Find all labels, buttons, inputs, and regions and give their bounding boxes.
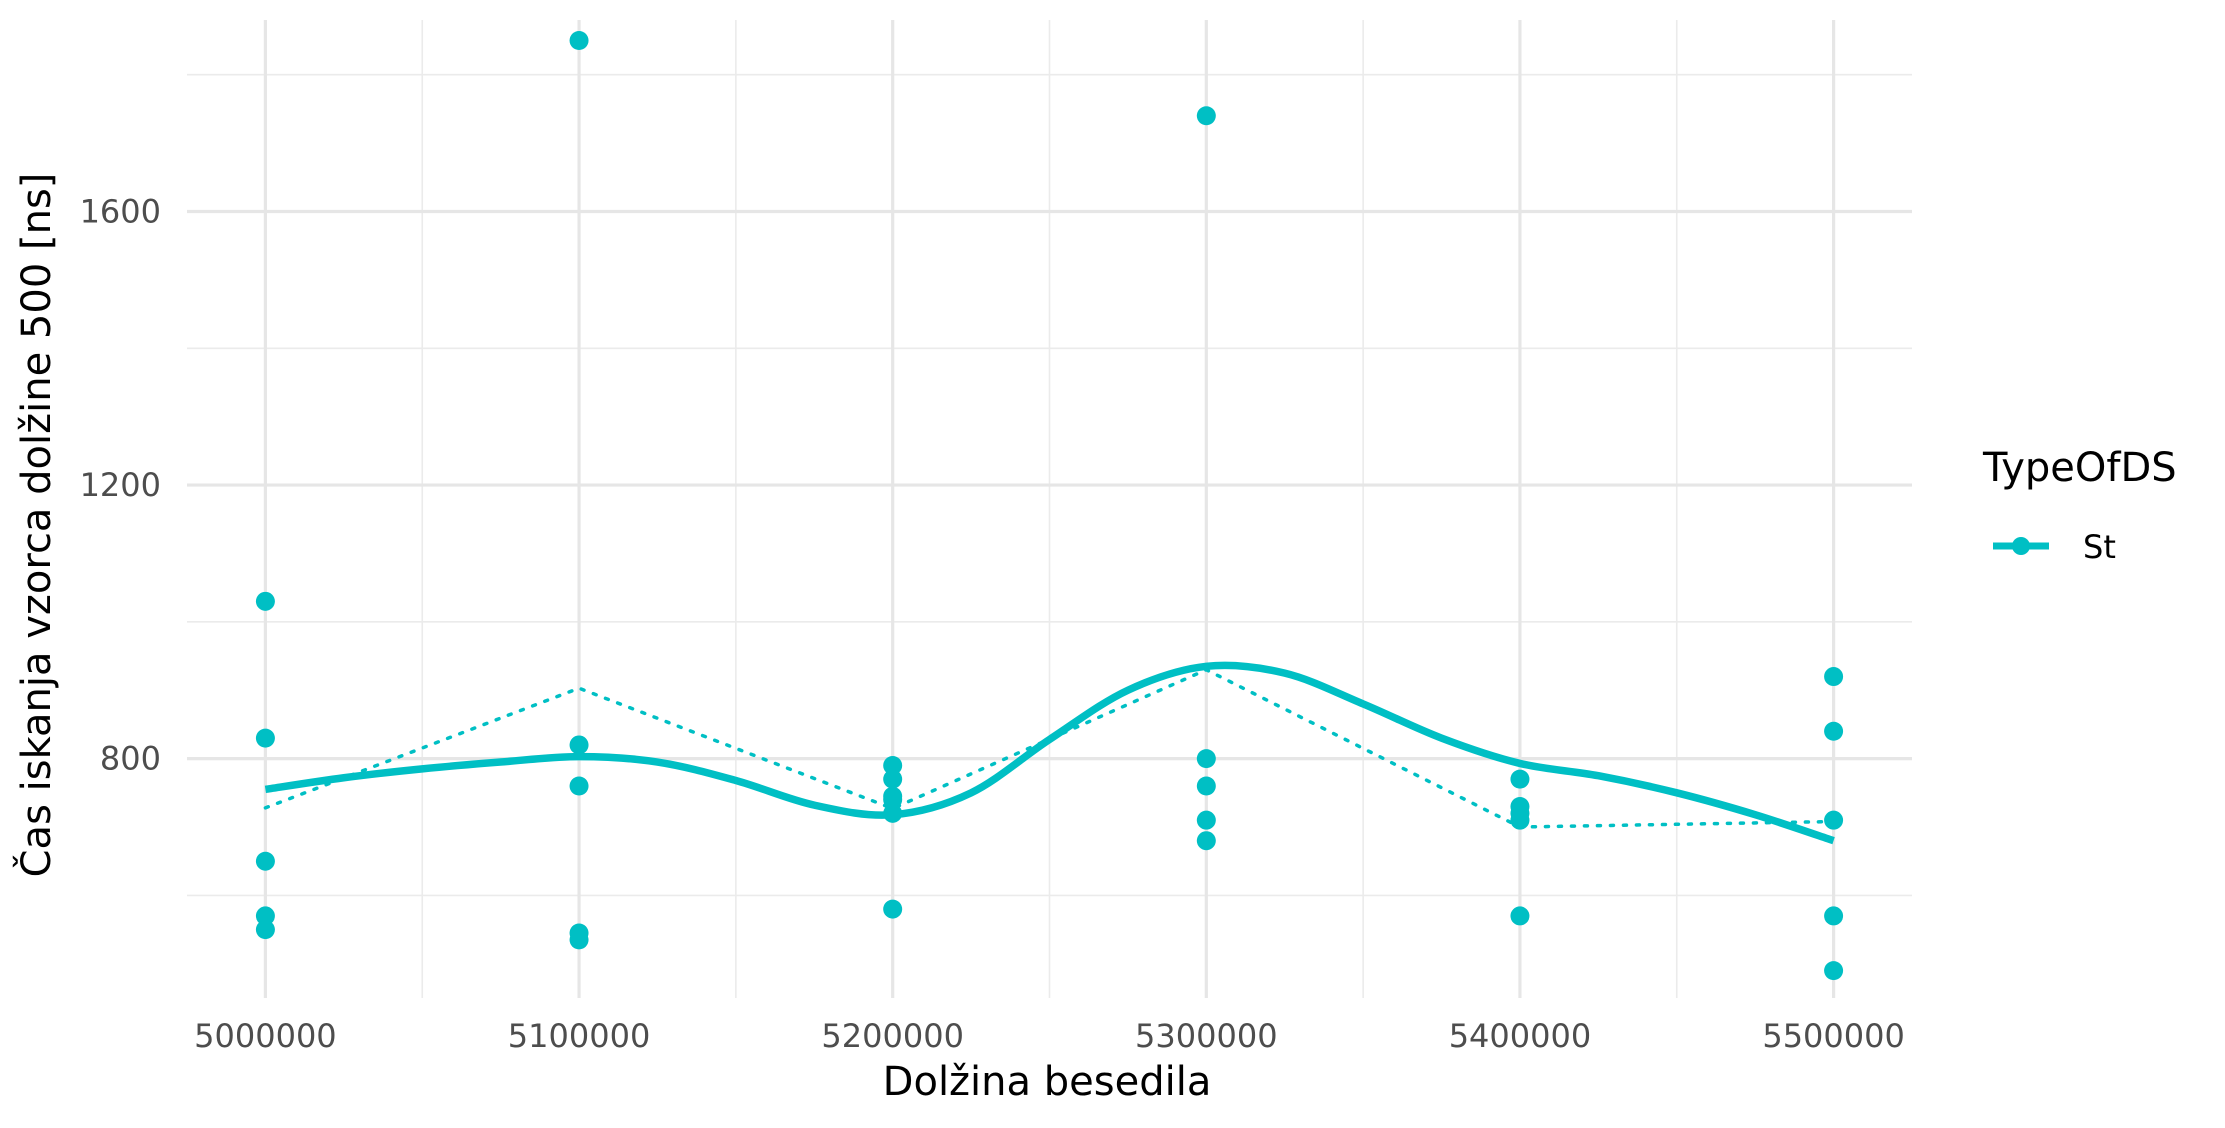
data-point xyxy=(883,899,903,919)
data-point xyxy=(569,776,589,796)
x-tick-label: 5400000 xyxy=(1449,1017,1592,1055)
x-axis-ticks: 5000000 5100000 5200000 5300000 5400000 55000… xyxy=(194,1017,1905,1055)
data-point xyxy=(1824,906,1844,926)
data-point xyxy=(569,31,589,51)
data-point xyxy=(255,591,275,611)
data-point xyxy=(255,906,275,926)
data-point xyxy=(1196,831,1216,851)
data-point xyxy=(255,920,275,940)
data-point xyxy=(1510,769,1530,789)
data-point xyxy=(883,769,903,789)
x-tick-label: 5100000 xyxy=(508,1017,651,1055)
mean-line-st xyxy=(263,667,1836,829)
data-point xyxy=(1824,810,1844,830)
x-tick-label: 5500000 xyxy=(1762,1017,1905,1055)
data-point xyxy=(1196,106,1216,126)
y-tick-label: 1200 xyxy=(80,466,161,504)
x-tick-label: 5200000 xyxy=(821,1017,964,1055)
data-point xyxy=(1824,961,1844,981)
data-point xyxy=(255,728,275,748)
x-tick-label: 5300000 xyxy=(1135,1017,1278,1055)
legend-key-point xyxy=(2012,537,2030,555)
x-axis-title: Dolžina besedila xyxy=(883,1059,1212,1105)
data-point xyxy=(569,735,589,755)
data-point xyxy=(883,755,903,775)
grid-minor xyxy=(187,20,1912,998)
data-point xyxy=(883,803,903,823)
series-points xyxy=(255,31,1844,981)
data-point xyxy=(1196,749,1216,769)
y-tick-label: 1600 xyxy=(80,192,161,230)
y-axis-title: Čas iskanja vzorca dolžine 500 [ns] xyxy=(12,173,60,878)
data-point xyxy=(1196,810,1216,830)
data-point xyxy=(255,851,275,871)
x-tick-label: 5000000 xyxy=(194,1017,337,1055)
legend: TypeOfDS St xyxy=(1982,445,2177,566)
data-point xyxy=(1196,776,1216,796)
y-tick-label: 800 xyxy=(100,740,161,778)
series-lines xyxy=(263,661,1836,845)
data-point xyxy=(1824,721,1844,741)
legend-title: TypeOfDS xyxy=(1982,445,2177,491)
legend-label-st: St xyxy=(2083,528,2116,566)
data-point xyxy=(1824,667,1844,687)
y-axis-ticks: 800 1200 1600 xyxy=(80,192,161,777)
smooth-line-st xyxy=(264,661,1835,845)
data-point xyxy=(569,930,589,950)
data-point xyxy=(1510,906,1530,926)
data-point xyxy=(883,790,903,810)
data-point xyxy=(1510,810,1530,830)
